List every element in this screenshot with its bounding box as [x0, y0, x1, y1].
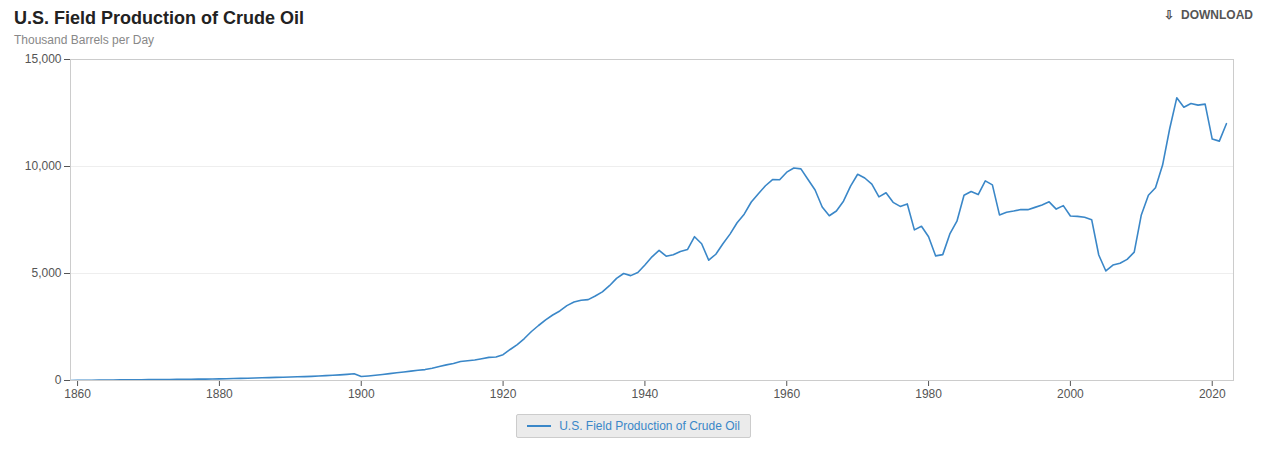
svg-text:1860: 1860	[64, 387, 91, 401]
html-text:Thousand Barrels per Day: Thousand Barrels per Day	[14, 33, 155, 47]
svg-text:1880: 1880	[206, 387, 233, 401]
svg-text:1960: 1960	[773, 387, 800, 401]
svg-text:1900: 1900	[348, 387, 375, 401]
html-text:U.S. Field Production of Crude: U.S. Field Production of Crude Oil	[559, 419, 740, 433]
svg-text:5,000: 5,000	[31, 266, 61, 280]
svg-text:0: 0	[55, 373, 62, 387]
html-text:U.S. Field Production of Crude: U.S. Field Production of Crude Oil	[14, 8, 304, 28]
svg-text:1920: 1920	[490, 387, 517, 401]
svg-text:15,000: 15,000	[25, 52, 62, 66]
svg-text:2000: 2000	[1057, 387, 1084, 401]
svg-text:10,000: 10,000	[25, 159, 62, 173]
svg-text:2020: 2020	[1199, 387, 1226, 401]
svg-text:1980: 1980	[915, 387, 942, 401]
svg-text:1940: 1940	[632, 387, 659, 401]
html-text:⇩ DOWNLOAD: ⇩ DOWNLOAD	[1164, 8, 1253, 22]
